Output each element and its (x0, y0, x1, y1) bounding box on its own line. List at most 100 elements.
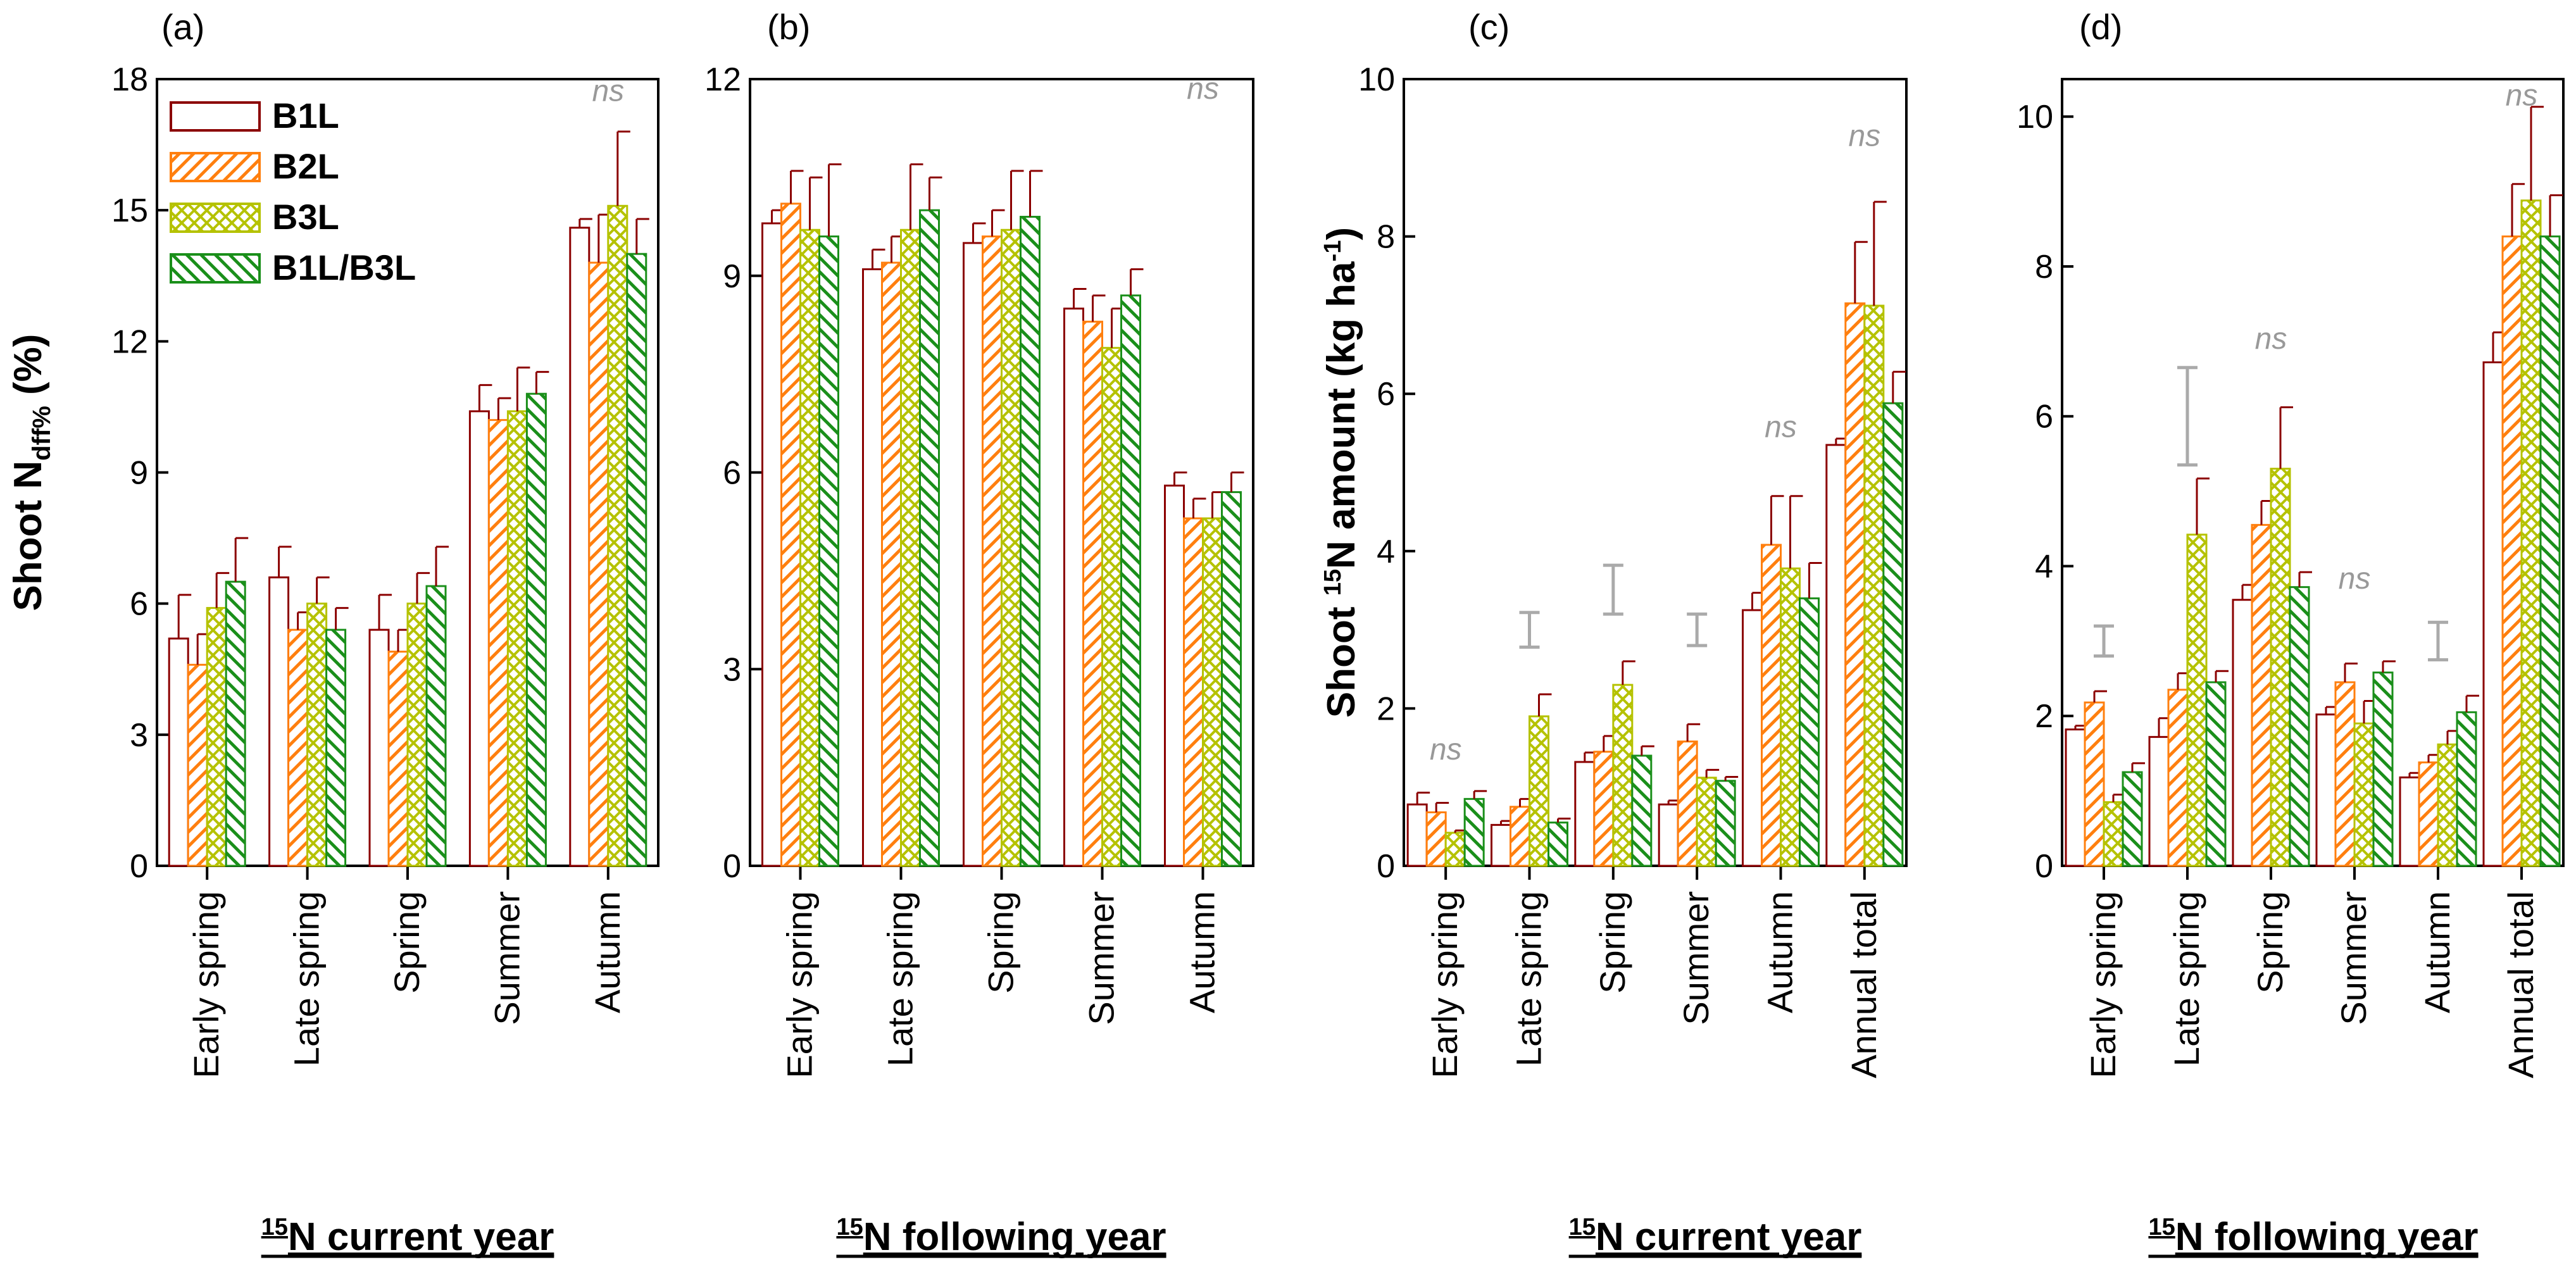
category-label-summer: Summer (2334, 891, 2373, 1025)
category-label-autumn: Autumn (1182, 891, 1222, 1013)
bar-b3l-summer (1101, 347, 1122, 867)
bar-b2l-autumn (1183, 517, 1204, 867)
panel-label: (d) (2079, 7, 2122, 47)
category-label-early-spring: Early spring (186, 891, 226, 1078)
panel-d: 0 2 4 6 8 10 ns ns ns Early spring Late spring Spri… (2016, 7, 2565, 1259)
bar-b2l-summer (1082, 320, 1103, 867)
bar-b1l-b3l-summer (1715, 780, 1736, 867)
bar-b1l-b3l-annual-total (2539, 235, 2561, 867)
plot-frame (1403, 78, 1908, 867)
bar-b1l-summer (1063, 308, 1084, 867)
bar-b3l-late-spring (2186, 534, 2208, 867)
bar-b1l-b3l-late-spring (1547, 822, 1568, 867)
bar-b1l-summer (468, 410, 490, 867)
plot-frame (2061, 78, 2565, 867)
bar-b3l-summer (506, 410, 528, 867)
category-label-annual-total: Annual total (1844, 891, 1884, 1078)
bar-b2l-late-spring (287, 628, 309, 867)
legend-item-b1l: B1L (170, 96, 339, 135)
bar-b1l-early-spring (761, 222, 782, 867)
bar-b2l-spring (387, 651, 409, 867)
bar-b2l-summer (1677, 740, 1698, 867)
panel-b: 0 3 6 9 12 ns Early spring Late spring Spring Sum… (704, 7, 1254, 1259)
panel-label: (a) (161, 7, 204, 47)
bar-b2l-autumn (2418, 761, 2439, 867)
legend-label: B3L (272, 197, 339, 237)
bar-b2l-spring (1593, 751, 1615, 867)
lsd-bar (2094, 624, 2114, 658)
category-label-spring: Spring (387, 891, 427, 994)
bar-b3l-spring (406, 603, 428, 867)
panel-label: (c) (1468, 7, 1510, 47)
legend-item-b2l: B2L (170, 146, 339, 186)
panel-c: 0 2 4 6 8 10 ns ns ns Early spring Late spring Spri… (1320, 7, 1908, 1259)
category-label-late-spring: Late spring (1509, 891, 1549, 1066)
bar-b3l-autumn (2437, 743, 2458, 867)
category-label-early-spring: Early spring (1425, 891, 1465, 1078)
bar-b1l-late-spring (268, 576, 290, 867)
bar-b1l-early-spring (2065, 728, 2086, 867)
bar-b3l-spring (1612, 684, 1634, 867)
panel-label: (b) (767, 7, 810, 47)
bar-b1l-b3l-spring (2289, 586, 2310, 867)
bar-b1l-b3l-spring (425, 585, 447, 867)
bar-b1l-b3l-autumn (2456, 711, 2477, 867)
y-tick-label: 9 (130, 455, 148, 492)
lsd-bar (2428, 620, 2448, 661)
y-tick-label: 8 (1377, 219, 1395, 256)
y-tick-label: 10 (1358, 61, 1395, 98)
legend-item-b1l-b3l: B1L/B3L (170, 247, 416, 287)
x-axis-title: 15N current year (261, 1214, 554, 1259)
bar-b1l-b3l-summer (1120, 294, 1141, 867)
y-tick-label: 0 (723, 848, 741, 885)
bar-b1l-b3l-autumn (626, 253, 647, 867)
y-axis-title: Shoot Ndff% (%) (6, 334, 56, 611)
bar-b1l-spring (2232, 599, 2253, 867)
ns-label: ns (1187, 72, 1219, 106)
legend-swatch (170, 203, 261, 233)
bar-b3l-autumn (1202, 517, 1223, 867)
bar-b2l-early-spring (2084, 701, 2105, 867)
legend: B1L B2L B3L B1L/B3L (170, 96, 416, 287)
lsd-bar (1687, 612, 1708, 647)
ns-label: ns (2506, 78, 2538, 112)
bar-b1l-autumn (1164, 484, 1185, 867)
bar-b2l-summer (487, 419, 509, 867)
x-axis-title: 15N following year (2148, 1214, 2478, 1259)
y-axis-title: Shoot 15N amount (kg ha-1) (1320, 227, 1363, 718)
category-label-summer: Summer (487, 891, 527, 1025)
legend-label: B1L (272, 96, 339, 135)
y-tick-label: 2 (1377, 690, 1395, 727)
category-label-autumn: Autumn (2417, 891, 2457, 1013)
bar-b1l-late-spring (2148, 735, 2170, 867)
bar-b2l-autumn (1761, 544, 1782, 867)
ns-label: ns (1765, 411, 1797, 444)
ns-label: ns (2339, 562, 2371, 596)
bar-b2l-late-spring (2167, 689, 2189, 867)
bar-b1l-summer (2315, 713, 2337, 867)
bar-b1l-b3l-summer (2372, 672, 2394, 867)
y-tick-label: 3 (723, 651, 741, 688)
category-label-autumn: Autumn (587, 891, 627, 1013)
category-label-summer: Summer (1082, 891, 1122, 1025)
y-tick-label: 4 (2035, 548, 2053, 585)
category-label-spring: Spring (2250, 891, 2290, 994)
y-tick-label: 18 (111, 61, 148, 98)
bar-b1l-autumn (1742, 609, 1763, 867)
lsd-bar (1603, 563, 1623, 616)
bar-b1l-b3l-early-spring (225, 580, 246, 867)
bar-b1l-early-spring (1406, 803, 1428, 867)
bar-b1l-late-spring (1491, 823, 1511, 867)
bar-b3l-early-spring (1444, 832, 1466, 867)
y-tick-label: 0 (130, 848, 148, 885)
bar-b1l-b3l-early-spring (818, 235, 839, 867)
legend-label: B2L (272, 146, 339, 186)
bar-b1l-b3l-spring (1020, 216, 1041, 867)
bar-b2l-early-spring (187, 663, 208, 867)
bar-b1l-spring (963, 242, 984, 867)
bar-b1l-autumn (569, 227, 591, 867)
ns-label: ns (1848, 120, 1880, 153)
bar-b3l-summer (1696, 777, 1717, 867)
legend-swatch (170, 253, 261, 284)
